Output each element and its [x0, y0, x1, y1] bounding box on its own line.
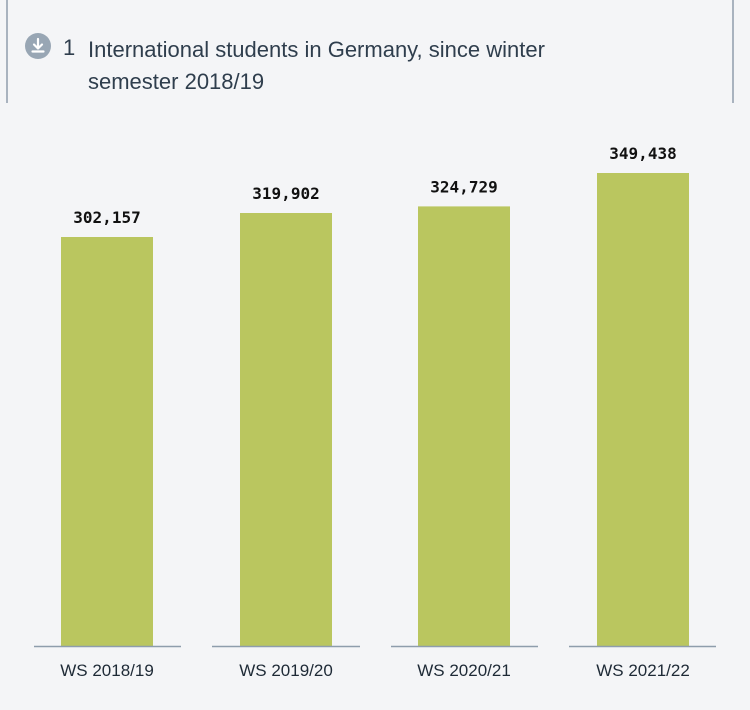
x-tick-label: WS 2020/21 [417, 661, 511, 680]
x-tick-label: WS 2018/19 [60, 661, 154, 680]
bar-value-label: 324,729 [430, 177, 497, 196]
bar-value-label: 302,157 [73, 208, 140, 227]
download-icon[interactable] [25, 33, 51, 59]
figure-number: 1 [63, 35, 76, 60]
chart-title: International students in Germany, since… [88, 37, 545, 94]
x-tick-label: WS 2019/20 [239, 661, 333, 680]
bar-3 [418, 206, 510, 646]
x-tick-label: WS 2021/22 [596, 661, 690, 680]
bar-value-label: 349,438 [609, 144, 676, 163]
figure-header [6, 0, 734, 103]
bar-4 [597, 173, 689, 646]
bar-1 [61, 237, 153, 646]
bar-2 [240, 213, 332, 646]
bar-value-label: 319,902 [252, 184, 319, 203]
